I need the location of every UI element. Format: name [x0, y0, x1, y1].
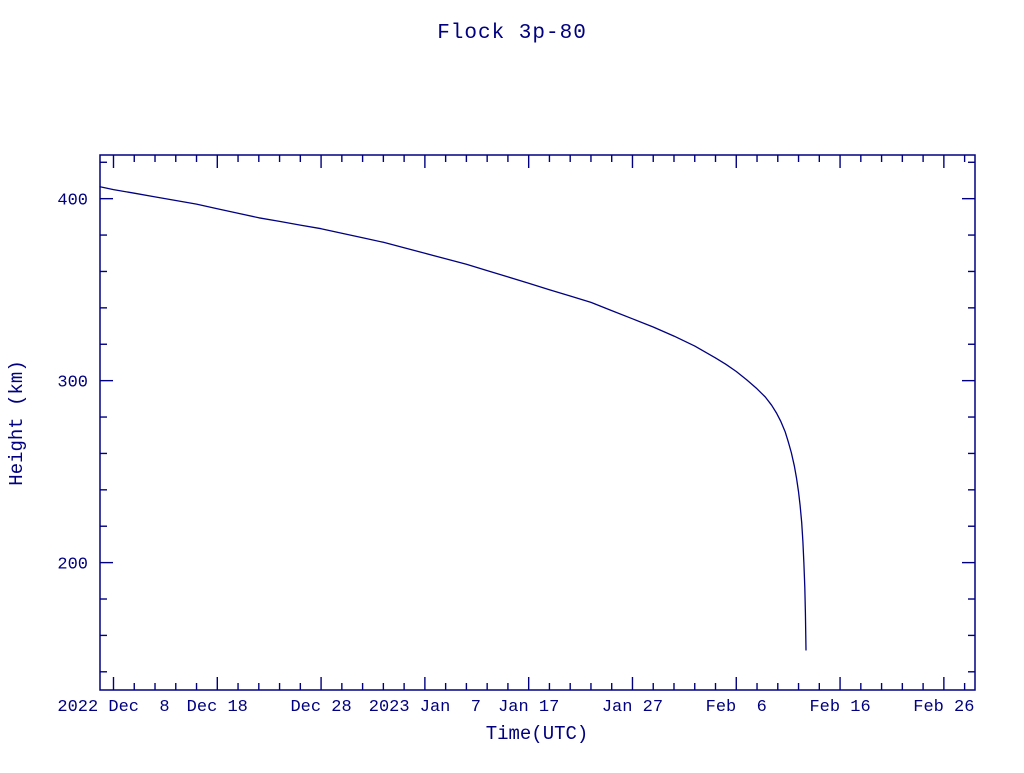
y-tick-labels: 200 300 400 [57, 192, 88, 575]
decay-curve [99, 186, 807, 651]
x-tick-label: 2022 Dec 8 [57, 698, 169, 717]
x-axis-label: Time(UTC) [486, 723, 589, 745]
x-tick-label: Feb 6 [706, 698, 767, 717]
x-tick-labels: 2022 Dec 8 Dec 18 Dec 28 2023 Jan 7 Jan 17 Ja… [57, 698, 974, 717]
x-tick-label: Dec 18 [187, 698, 248, 717]
x-tick-label: Jan 27 [602, 698, 663, 717]
x-tick-label: Feb 16 [809, 698, 870, 717]
x-tick-label: 2023 Jan 7 [369, 698, 481, 717]
chart-title: Flock 3p-80 [437, 22, 587, 45]
y-tick-label: 400 [57, 192, 88, 211]
x-tick-label: Jan 17 [498, 698, 559, 717]
x-ticks [112, 155, 966, 690]
y-ticks [100, 161, 975, 673]
x-tick-label: Dec 28 [290, 698, 351, 717]
x-tick-label: Feb 26 [913, 698, 974, 717]
y-tick-label: 300 [57, 374, 88, 393]
y-tick-label: 200 [57, 556, 88, 575]
plot-frame [99, 154, 976, 691]
y-axis-label: Height (km) [6, 360, 28, 485]
